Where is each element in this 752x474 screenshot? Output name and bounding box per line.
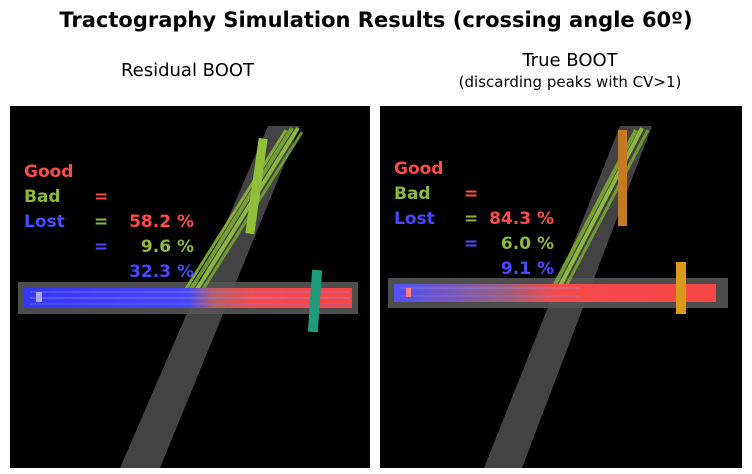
roi-diagonal <box>245 137 268 235</box>
stats-true: Good = 84.3 % Bad = 6.0 % Lost = 9.1 % <box>394 132 554 279</box>
stats-residual: Good = 58.2 % Bad = 9.6 % Lost = 32.3 % <box>24 135 194 282</box>
stat-good-label: Good <box>394 159 444 179</box>
tract-fiber-lines <box>400 287 580 297</box>
stat-bad: Bad = 9.6 % <box>24 160 194 257</box>
stat-bad-label: Bad <box>394 184 431 204</box>
stat-lost-label: Lost <box>24 212 65 232</box>
stat-bad-label: Bad <box>24 187 61 207</box>
seed-marker <box>36 292 42 302</box>
stat-good: Good = 58.2 % <box>24 135 194 232</box>
stat-lost: Lost = 32.3 % <box>24 185 194 282</box>
tractography-panel-residual: Good = 58.2 % Bad = 9.6 % Lost = 32.3 % <box>10 106 370 468</box>
stat-good: Good = 84.3 % <box>394 132 554 229</box>
stat-lost-label: Lost <box>394 209 435 229</box>
seed-marker <box>406 288 411 297</box>
stat-bad-value: 9.6 % <box>140 237 194 257</box>
tractography-image-residual <box>18 126 358 468</box>
stat-lost: Lost = 9.1 % <box>394 182 554 279</box>
roi-diagonal <box>618 130 627 226</box>
caption-true-boot-label: True BOOT <box>522 50 618 71</box>
stat-lost-eq: = <box>94 237 109 257</box>
stat-bad: Bad = 6.0 % <box>394 157 554 254</box>
caption-true-boot: True BOOT (discarding peaks with CV>1) <box>405 50 735 91</box>
stat-good-value: 84.3 % <box>489 209 554 229</box>
stat-good-eq: = <box>464 184 479 204</box>
caption-true-boot-subtitle: (discarding peaks with CV>1) <box>458 73 682 91</box>
stat-good-eq: = <box>94 187 109 207</box>
tract-fiber-lines <box>30 291 350 305</box>
stat-good-label: Good <box>24 162 74 182</box>
page-title: Tractography Simulation Results (crossin… <box>59 8 693 32</box>
caption-residual-boot: Residual BOOT <box>60 60 315 81</box>
roi-horizontal <box>307 269 323 333</box>
roi-horizontal <box>676 262 686 314</box>
caption-residual-boot-label: Residual BOOT <box>120 60 255 81</box>
stat-lost-value: 32.3 % <box>129 262 194 282</box>
stat-good-value: 58.2 % <box>129 212 194 232</box>
stat-lost-eq: = <box>464 234 479 254</box>
stat-bad-eq: = <box>464 209 479 229</box>
tractography-panel-true: Good = 84.3 % Bad = 6.0 % Lost = 9.1 % <box>380 106 742 468</box>
stat-bad-eq: = <box>94 212 109 232</box>
stat-lost-value: 9.1 % <box>500 259 554 279</box>
stat-bad-value: 6.0 % <box>500 234 554 254</box>
tract-horizontal <box>394 284 716 302</box>
tractography-image-true <box>388 126 728 468</box>
